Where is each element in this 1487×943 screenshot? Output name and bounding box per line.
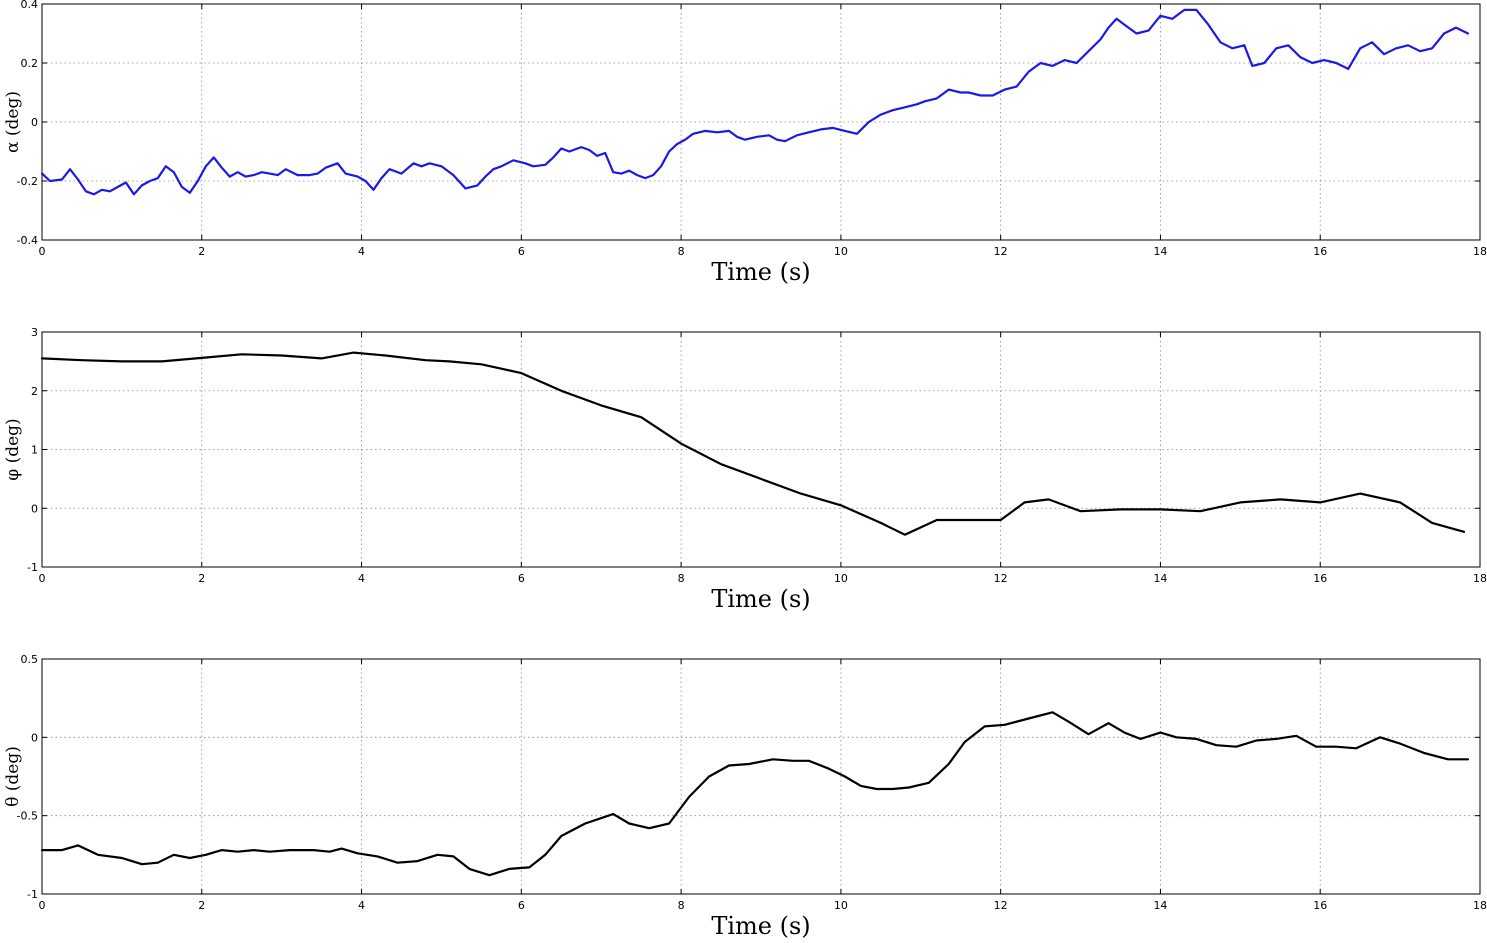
subplot-3: 0 2 4 6 8 10 12 14 16 18 -1 -0.5 0 0.5 Time (s) θ (deg)	[3, 653, 1487, 940]
y-tick-label: -0.4	[17, 234, 38, 247]
x-axis-label: Time (s)	[711, 912, 810, 940]
x-tick-label: 16	[1313, 899, 1327, 912]
x-tick-label: 16	[1313, 245, 1327, 258]
x-tick-label: 10	[834, 899, 848, 912]
x-tick-label: 10	[834, 245, 848, 258]
x-tick-label: 0	[39, 245, 46, 258]
x-tick-label: 14	[1153, 899, 1167, 912]
y-tick-label: 0	[31, 731, 38, 744]
x-tick-label: 2	[198, 245, 205, 258]
x-tick-label: 4	[358, 572, 365, 585]
x-tick-label: 4	[358, 899, 365, 912]
y-tick-label: 1	[31, 444, 38, 457]
y-tick-label: -0.5	[17, 810, 38, 823]
y-tick-label: 0.2	[21, 57, 39, 70]
subplot-1: 0 2 4 6 8 10 12 14 16 18 -0.4 -0.2 0 0.2 0.4 Time (s) α …	[3, 0, 1487, 286]
x-tick-label: 18	[1473, 572, 1487, 585]
x-tick-label: 2	[198, 572, 205, 585]
x-tick-label: 14	[1153, 245, 1167, 258]
x-tick-label: 12	[994, 245, 1008, 258]
y-tick-label: 0.5	[21, 653, 39, 666]
axes-frame	[41, 331, 1481, 568]
series-line	[40, 711, 1470, 877]
x-tick-label: 6	[518, 899, 525, 912]
x-tick-label: 8	[678, 245, 685, 258]
x-tick-label: 4	[358, 245, 365, 258]
y-axis-label: θ (deg)	[3, 746, 23, 807]
x-tick-label: 12	[994, 572, 1008, 585]
y-axis-label: α (deg)	[3, 91, 23, 153]
x-tick-label: 0	[39, 899, 46, 912]
y-tick-label: -1	[27, 561, 38, 574]
axes-frame	[41, 3, 1481, 241]
x-axis-label: Time (s)	[711, 585, 810, 613]
x-tick-label: 6	[518, 572, 525, 585]
x-tick-label: 16	[1313, 572, 1327, 585]
x-tick-label: 18	[1473, 245, 1487, 258]
x-tick-label: 12	[994, 899, 1008, 912]
axes-frame	[41, 658, 1481, 895]
y-tick-label: 0.4	[21, 0, 39, 11]
x-tick-label: 10	[834, 572, 848, 585]
x-tick-label: 14	[1153, 572, 1167, 585]
y-axis-label: φ (deg)	[3, 418, 23, 480]
x-tick-label: 2	[198, 899, 205, 912]
y-tick-label: 2	[31, 385, 38, 398]
series-line	[40, 8, 1470, 196]
x-axis-label: Time (s)	[711, 258, 810, 286]
series-line	[40, 351, 1466, 536]
x-tick-label: 6	[518, 245, 525, 258]
x-tick-label: 18	[1473, 899, 1487, 912]
x-tick-label: 8	[678, 572, 685, 585]
y-tick-label: -0.2	[17, 175, 38, 188]
y-tick-label: 0	[31, 116, 38, 129]
y-tick-label: -1	[27, 888, 38, 901]
y-tick-label: 3	[31, 326, 38, 339]
x-tick-label: 0	[39, 572, 46, 585]
x-tick-label: 8	[678, 899, 685, 912]
y-tick-label: 0	[31, 502, 38, 515]
